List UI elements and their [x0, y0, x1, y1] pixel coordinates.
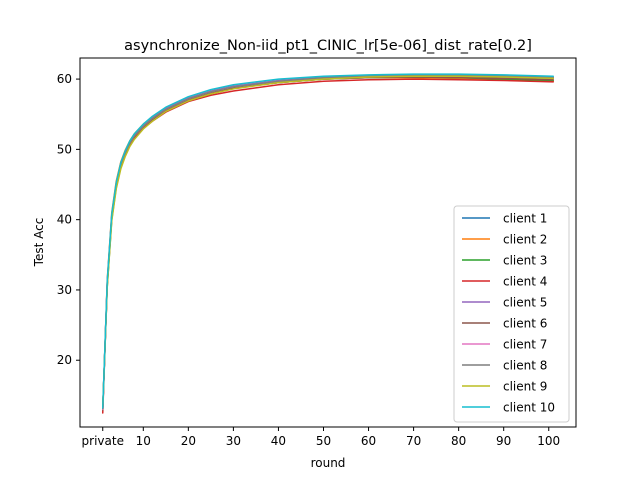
x-tick-label: 40	[271, 434, 286, 448]
x-axis-ticks: private 10 20 30 40 50 60 70 80 90 100	[82, 427, 560, 448]
x-tick-label: 100	[537, 434, 560, 448]
x-tick-label: 50	[316, 434, 331, 448]
series-line-client-10	[102, 73, 554, 409]
x-tick-label: 90	[496, 434, 511, 448]
y-tick-label: 30	[57, 283, 72, 297]
legend-label-client-7: client 7	[503, 338, 547, 352]
x-tick-label: 20	[181, 434, 196, 448]
legend-label-client-4: client 4	[503, 275, 547, 289]
legend: client 1 client 2 client 3 client 4 client 5…	[453, 205, 570, 423]
y-tick-label: 20	[57, 353, 72, 367]
legend-label-client-10: client 10	[503, 401, 555, 415]
legend-label-client-6: client 6	[503, 317, 547, 331]
x-tick-label: 60	[361, 434, 376, 448]
legend-label-client-5: client 5	[503, 296, 547, 310]
y-tick-label: 50	[57, 142, 72, 156]
x-tick-label: 10	[136, 434, 151, 448]
x-tick-label: private	[82, 434, 124, 448]
x-tick-label: 30	[226, 434, 241, 448]
x-tick-label: 80	[451, 434, 466, 448]
series-layer	[102, 73, 554, 414]
y-axis-ticks: 20 30 40 50 60	[57, 72, 80, 367]
x-tick-label: 70	[406, 434, 421, 448]
legend-label-client-3: client 3	[503, 254, 547, 268]
chart-title: asynchronize_Non-iid_pt1_CINIC_lr[5e-06]…	[124, 38, 532, 54]
legend-label-client-2: client 2	[503, 233, 547, 247]
y-axis-label: Test Acc	[32, 218, 46, 268]
legend-label-client-1: client 1	[503, 212, 547, 226]
y-tick-label: 40	[57, 213, 72, 227]
legend-label-client-8: client 8	[503, 359, 547, 373]
series-line-client-9	[102, 75, 554, 409]
y-tick-label: 60	[57, 72, 72, 86]
legend-label-client-9: client 9	[503, 380, 547, 394]
plot-frame	[79, 57, 577, 428]
x-axis-label: round	[311, 456, 346, 470]
